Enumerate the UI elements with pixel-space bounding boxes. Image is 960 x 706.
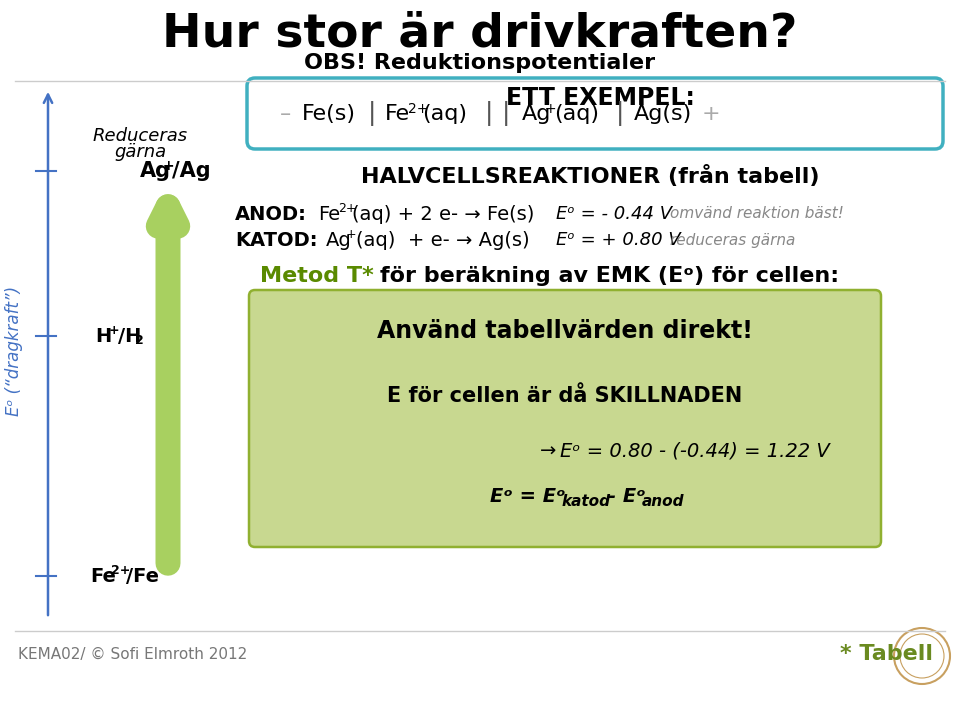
Text: 2: 2 [135, 335, 144, 347]
Text: KATOD:: KATOD: [235, 230, 318, 249]
Text: Ag(s): Ag(s) [634, 104, 692, 124]
Text: reduceras gärna: reduceras gärna [670, 232, 796, 248]
Text: 2+: 2+ [111, 563, 131, 577]
Text: * Tabell: * Tabell [840, 644, 933, 664]
Text: gärna: gärna [114, 143, 166, 161]
Text: (aq): (aq) [422, 104, 467, 124]
Text: (aq) + 2 e- → Fe(s): (aq) + 2 e- → Fe(s) [352, 205, 535, 224]
Text: Eᵒ = 0.80 - (-0.44) = 1.22 V: Eᵒ = 0.80 - (-0.44) = 1.22 V [560, 441, 829, 460]
Text: →: → [540, 441, 557, 460]
Text: Eᵒ = Eᵒ: Eᵒ = Eᵒ [490, 486, 565, 505]
FancyBboxPatch shape [247, 78, 943, 149]
Text: Fe(s): Fe(s) [302, 104, 356, 124]
Text: –: – [280, 104, 291, 124]
FancyBboxPatch shape [249, 290, 881, 547]
Text: Reduceras: Reduceras [92, 127, 187, 145]
Text: /Ag: /Ag [172, 161, 210, 181]
Text: +: + [702, 104, 721, 124]
Text: +: + [109, 325, 120, 337]
Text: 2+: 2+ [408, 102, 428, 116]
Text: |: | [502, 102, 511, 126]
Text: E för cellen är då SKILLNADEN: E för cellen är då SKILLNADEN [388, 386, 743, 406]
Text: |: | [616, 102, 624, 126]
Text: Fe: Fe [318, 205, 340, 224]
Text: omvänd reaktion bäst!: omvänd reaktion bäst! [670, 206, 844, 222]
Text: /H: /H [118, 326, 141, 345]
Text: Metod T*: Metod T* [260, 266, 373, 286]
Text: Eᵒ = - 0.44 V: Eᵒ = - 0.44 V [556, 205, 672, 223]
Text: H: H [95, 326, 111, 345]
Text: /Fe: /Fe [126, 566, 159, 585]
Text: |: | [485, 102, 493, 126]
Text: +: + [544, 102, 556, 116]
Text: katod: katod [562, 494, 611, 510]
Text: OBS! Reduktionspotentialer: OBS! Reduktionspotentialer [304, 53, 656, 73]
Text: Eᵒ (“dragkraft”): Eᵒ (“dragkraft”) [5, 286, 23, 416]
Text: |: | [368, 102, 376, 126]
Text: Ag: Ag [140, 161, 171, 181]
Text: Eᵒ = + 0.80 V: Eᵒ = + 0.80 V [556, 231, 681, 249]
Text: HALVCELLSREAKTIONER (från tabell): HALVCELLSREAKTIONER (från tabell) [361, 165, 819, 187]
Text: ETT EXEMPEL:: ETT EXEMPEL: [506, 86, 694, 110]
Text: ANOD:: ANOD: [235, 205, 307, 224]
Text: (aq): (aq) [554, 104, 599, 124]
Text: Hur stor är drivkraften?: Hur stor är drivkraften? [162, 11, 798, 56]
Text: Ag: Ag [326, 230, 351, 249]
Text: KEMA02/ © Sofi Elmroth 2012: KEMA02/ © Sofi Elmroth 2012 [18, 647, 248, 662]
Text: Använd tabellvärden direkt!: Använd tabellvärden direkt! [377, 319, 753, 343]
Text: (aq)  + e- → Ag(s): (aq) + e- → Ag(s) [356, 230, 530, 249]
Text: Ag: Ag [522, 104, 551, 124]
Text: Fe: Fe [90, 566, 116, 585]
Text: Fe: Fe [385, 104, 410, 124]
Text: för beräkning av EMK (Eᵒ) för cellen:: för beräkning av EMK (Eᵒ) för cellen: [380, 266, 839, 286]
Text: - Eᵒ: - Eᵒ [608, 486, 646, 505]
Text: anod: anod [642, 494, 684, 510]
Text: +: + [346, 227, 356, 241]
Text: +: + [162, 159, 174, 173]
Text: 2+: 2+ [338, 201, 356, 215]
